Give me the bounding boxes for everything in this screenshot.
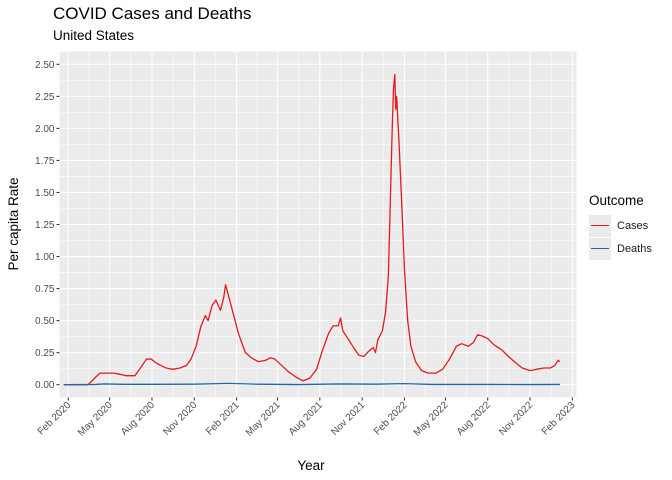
x-tick-label: Nov 2021 (329, 400, 367, 438)
y-tick-label: 2.00 (35, 124, 55, 135)
cases-line-swatch (591, 224, 609, 226)
x-tick-label: Feb 2020 (36, 400, 74, 438)
legend: Outcome Cases Deaths (589, 193, 652, 260)
major-gridlines (59, 51, 577, 398)
legend-label-deaths: Deaths (617, 242, 652, 255)
y-tick-label: 0.50 (35, 316, 55, 327)
x-axis: Feb 2020 May 2020 Aug 2020 Nov 2020 Feb 2021… (36, 397, 578, 439)
x-axis-label: Year (297, 458, 325, 473)
x-tick-label: Aug 2021 (287, 400, 325, 438)
x-tick-label: Aug 2022 (455, 400, 493, 438)
legend-key-cases (589, 214, 611, 237)
legend-title: Outcome (589, 193, 644, 208)
chart-subtitle: United States (53, 28, 135, 43)
x-tick-label: Feb 2023 (540, 400, 578, 438)
x-tick-label: May 2020 (76, 400, 115, 439)
y-tick-label: 0.25 (35, 348, 55, 359)
series-line-cases (63, 73, 561, 386)
y-axis: 0.00 0.25 0.50 0.75 1.00 1.25 1.50 1.75 2.00 2.25… (35, 60, 60, 391)
x-tick-label: Feb 2022 (372, 400, 410, 438)
y-tick-label: 1.75 (35, 156, 55, 167)
series-layer (63, 73, 561, 386)
x-tick-label: Aug 2020 (119, 400, 157, 438)
x-tick-label: Feb 2021 (204, 400, 242, 438)
y-tick-label: 2.25 (35, 92, 55, 103)
legend-label-cases: Cases (617, 219, 649, 232)
x-tick-label: May 2021 (244, 400, 283, 439)
y-tick-label: 0.00 (35, 380, 55, 391)
legend-key-deaths (589, 237, 611, 260)
deaths-line-swatch (591, 247, 609, 249)
series-line-deaths (63, 382, 560, 386)
y-tick-label: 1.00 (35, 252, 55, 263)
y-axis-label: Per capita Rate (6, 177, 21, 270)
x-tick-label: May 2022 (412, 400, 451, 439)
legend-item-deaths: Deaths (589, 237, 652, 260)
x-tick-label: Nov 2020 (161, 400, 199, 438)
x-tick-label: Nov 2022 (497, 400, 535, 438)
legend-item-cases: Cases (589, 214, 652, 237)
y-tick-label: 1.25 (35, 220, 55, 231)
chart-title: COVID Cases and Deaths (53, 4, 252, 23)
y-tick-label: 0.75 (35, 284, 55, 295)
y-tick-label: 2.50 (35, 60, 55, 71)
y-tick-label: 1.50 (35, 188, 55, 199)
